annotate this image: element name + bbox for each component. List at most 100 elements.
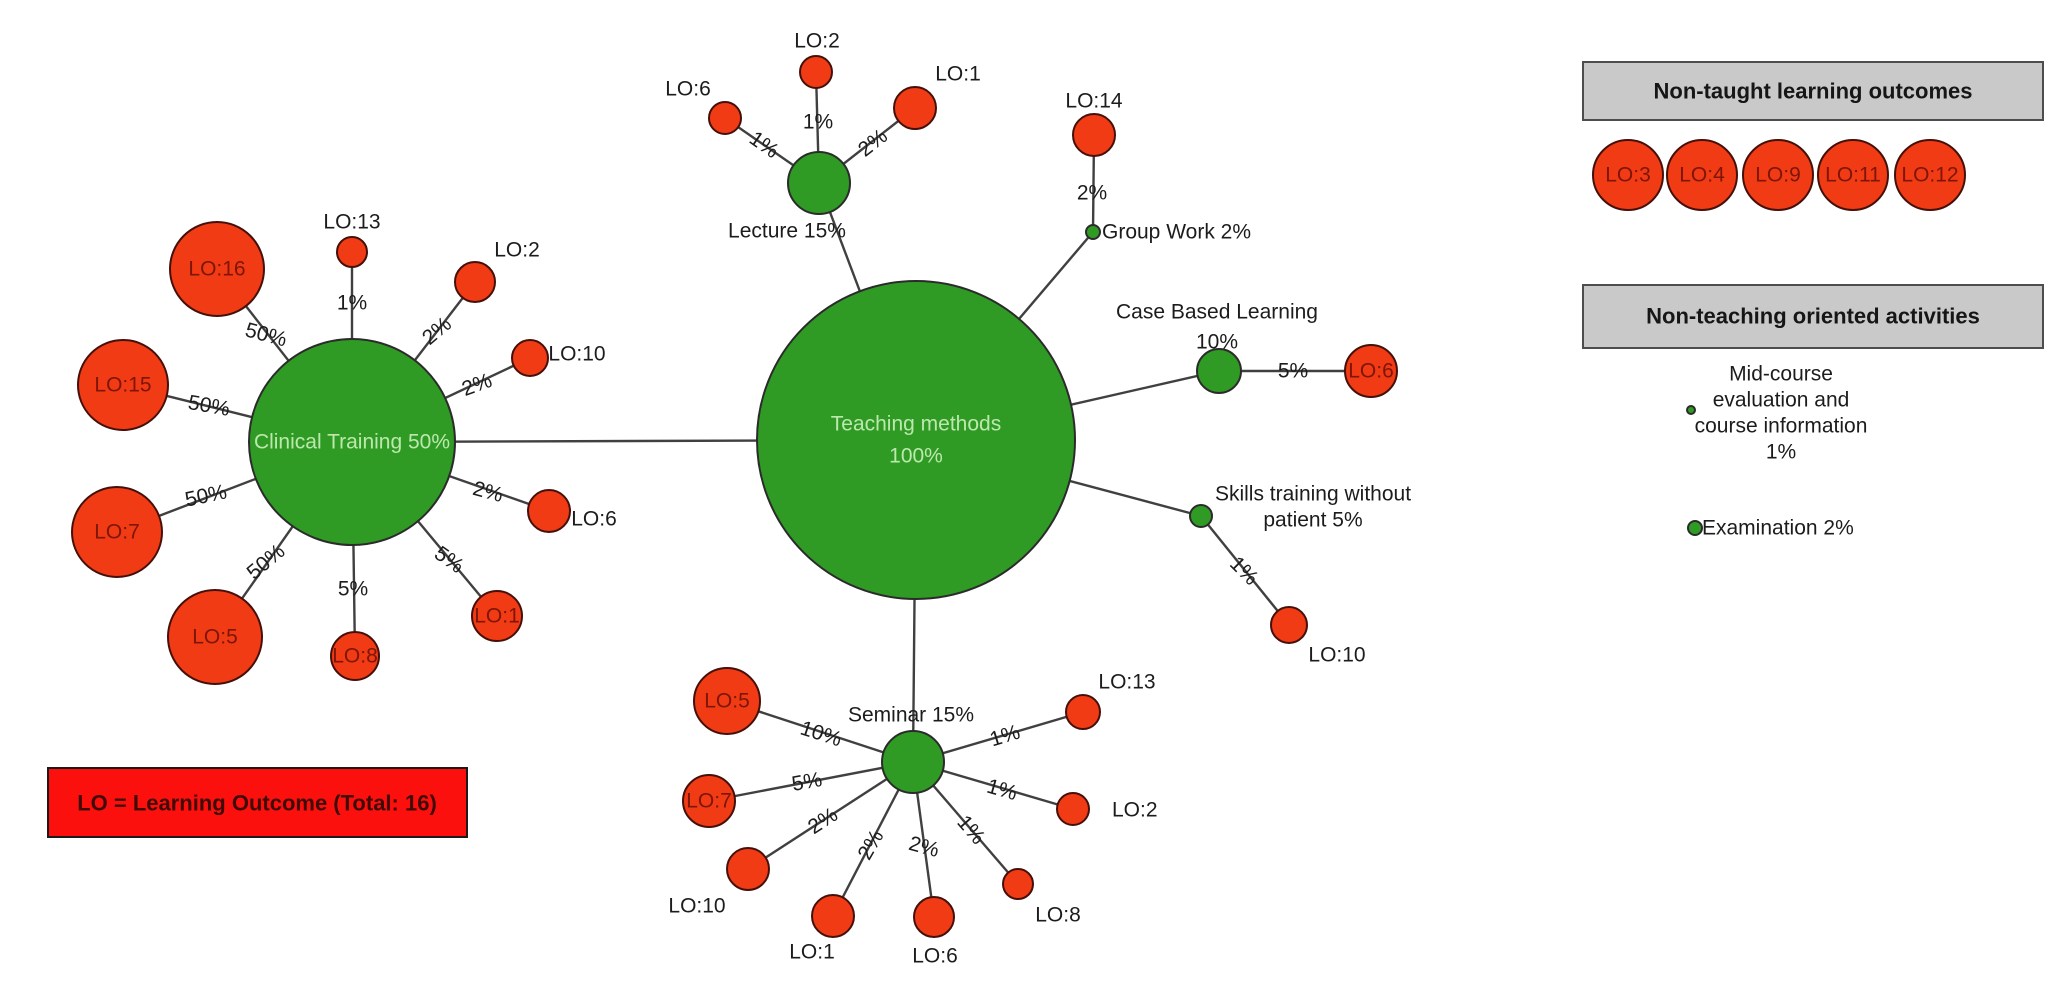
node-label-se_lo7: LO:7 [686,790,732,813]
node-label-seminar: Seminar 15% [848,704,974,727]
legend-outcome-LO:11 [1817,139,1889,211]
node-label-sk_lo10: LO:10 [1308,644,1365,667]
node-cl_lo7 [71,486,163,578]
edge-label-clinical-cl_lo10: 2% [459,369,495,401]
node-label-casebased: 10% [1196,331,1238,354]
node-cl_lo13 [336,236,368,268]
legend-non-taught: Non-taught learning outcomes LO:3 LO:4 LO:… [1582,61,2044,211]
mid-course-evaluation-label: evaluation and [1713,389,1850,412]
node-lec_lo1 [893,86,937,130]
node-cl_lo16 [169,221,265,317]
edge-seminar-se_lo10 [747,760,914,871]
mid-course-evaluation-label: course information [1695,415,1868,438]
edge-label-clinical-cl_lo6: 2% [470,477,505,507]
node-label-cl_lo8: LO:8 [332,645,378,668]
non-teaching-legend-title: Non-teaching oriented activities [1646,304,1980,329]
node-label-se_lo2: LO:2 [1112,799,1158,822]
node-casebased [1196,348,1242,394]
legend-outcome-LO:3 [1592,139,1664,211]
node-label-se_lo10: LO:10 [668,895,725,918]
node-label-cl_lo10: LO:10 [548,343,605,366]
node-cl_lo2 [454,261,496,303]
node-lec_lo2 [799,55,833,89]
node-label-se_lo6: LO:6 [912,945,958,968]
node-label-lec_lo6: LO:6 [665,78,711,101]
edge-label-clinical-cl_lo13: 1% [337,292,367,315]
node-teaching [756,280,1076,600]
node-label-lecture: Lecture 15% [728,220,846,243]
legend-outcome-label: LO:9 [1755,164,1801,187]
legend-outcome-LO:4 [1666,139,1738,211]
legend-outcome-label: LO:11 [1825,164,1881,187]
edge-label-seminar-se_lo10: 2% [804,803,842,839]
node-label-cl_lo6: LO:6 [571,508,617,531]
node-cb_lo6 [1344,344,1398,398]
edge-label-groupwork-gw_lo14: 2% [1077,182,1107,205]
labels-layer: Teaching methods 100% Clinical Training 50… [94,30,1411,968]
mid-course-evaluation-label: 1% [1766,441,1796,464]
edge-label-seminar-se_lo2: 1% [984,775,1020,805]
edge-label-seminar-se_lo13: 1% [987,721,1023,752]
non-taught-legend-title: Non-taught learning outcomes [1654,79,1973,104]
examination-label: Examination 2% [1702,517,1854,540]
legend-non-teaching: Non-teaching oriented activities Mid-cou… [1582,284,2044,540]
edge-skills-sk_lo10 [1200,515,1290,626]
node-cl_lo10 [511,339,549,377]
note-text: LO = Learning Outcome (Total: 16) [77,791,437,816]
node-label-cl_lo16: LO:16 [188,258,245,281]
node-cl_lo8 [330,631,380,681]
node-label-cl_lo2: LO:2 [494,239,540,262]
node-se_lo2 [1056,792,1090,826]
node-se_lo13 [1065,694,1101,730]
node-se_lo10 [726,847,770,891]
non-teaching-legend-box [1582,284,2044,349]
legend-outcome-label: LO:12 [1901,164,1958,187]
mid-course-evaluation-label: Mid-course [1729,363,1833,386]
node-se_lo1 [811,894,855,938]
node-se_lo8 [1002,868,1034,900]
node-label-skills: Skills training without [1215,483,1411,506]
nodes-layer [71,55,1398,938]
non-teaching-items: Mid-course evaluation and course informati… [1686,363,1868,540]
node-skills [1189,504,1213,528]
node-gw_lo14 [1072,113,1116,157]
node-label-cl_lo7: LO:7 [94,521,140,544]
edge-label-seminar-se_lo5: 10% [797,717,844,752]
node-label-cl_lo5: LO:5 [192,626,238,649]
node-label-teaching: 100% [889,445,943,468]
node-cl_lo6 [527,489,571,533]
edge-label-lecture-lec_lo6: 1% [745,127,783,163]
node-label-skills: patient 5% [1263,509,1362,532]
node-label-cl_lo13: LO:13 [323,211,380,234]
edge-label-seminar-se_lo6: 2% [906,832,941,862]
node-seminar [881,730,945,794]
edge-label-clinical-cl_lo15: 50% [186,391,231,421]
node-cl_lo5 [167,589,263,685]
examination-dot [1687,520,1703,536]
mid-course-evaluation-dot [1686,405,1696,415]
node-clinical [248,338,456,546]
edge-label-lecture-lec_lo2: 1% [803,111,833,134]
edge-label-casebased-cb_lo6: 5% [1278,360,1308,383]
node-label-cl_lo15: LO:15 [94,374,151,397]
node-label-se_lo13: LO:13 [1098,671,1155,694]
legend-outcome-label: LO:3 [1605,164,1651,187]
edge-label-clinical-cl_lo7: 50% [183,480,229,511]
node-label-lec_lo1: LO:1 [935,63,981,86]
node-label-gw_lo14: LO:14 [1065,90,1123,113]
edge-label-seminar-se_lo1: 2% [853,826,888,864]
edge-label-clinical-cl_lo5: 50% [243,540,290,585]
non-taught-items: LO:3 LO:4 LO:9 LO:11 LO:12 [1592,139,1966,211]
node-groupwork [1085,224,1101,240]
node-cl_lo1 [471,590,523,642]
edge-label-seminar-se_lo7: 5% [790,768,824,796]
node-lec_lo6 [708,101,742,135]
node-label-lec_lo2: LO:2 [794,30,840,53]
node-label-se_lo1: LO:1 [789,941,835,964]
node-label-cl_lo1: LO:1 [474,605,520,628]
note: LO = Learning Outcome (Total: 16) [47,767,468,838]
node-label-se_lo8: LO:8 [1035,904,1081,927]
node-label-cb_lo6: LO:6 [1348,360,1394,383]
node-se_lo5 [693,667,761,735]
